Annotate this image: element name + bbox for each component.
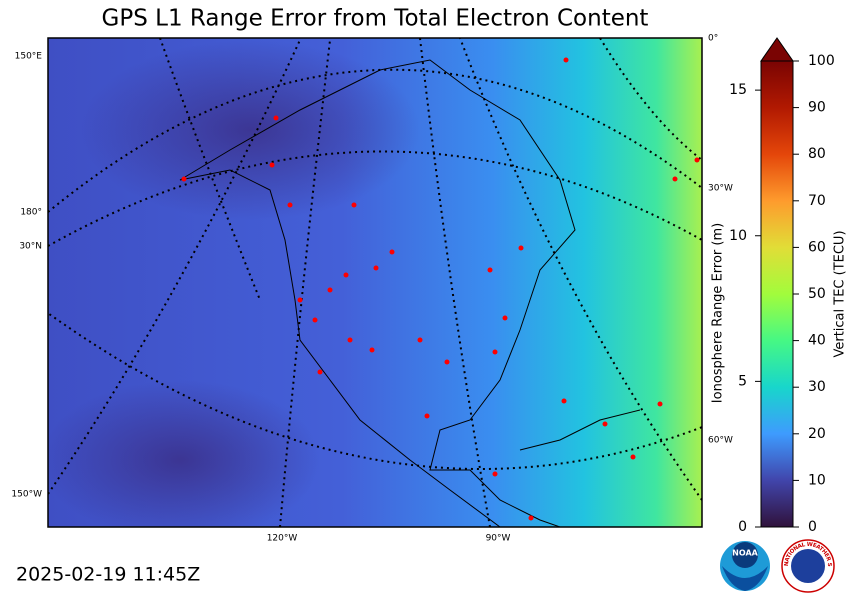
graticule-label: 60°W [708, 436, 733, 446]
error-tick-label: 15 [729, 82, 747, 98]
colorbar [760, 60, 794, 528]
timestamp: 2025-02-19 11:45Z [16, 564, 200, 586]
tec-tick-label: 40 [808, 333, 826, 349]
tec-low [80, 40, 420, 220]
error-tick-label: 5 [738, 373, 747, 389]
colorbar-label: Vertical TEC (TECU) [833, 230, 848, 357]
noaa-logo: NOAA [720, 541, 770, 591]
map [48, 38, 702, 527]
graticule-label: 30°W [708, 184, 733, 194]
coastline [179, 59, 576, 527]
graticule [48, 38, 702, 527]
tec-tick-label: 0 [808, 519, 817, 535]
error-tick-label: 0 [738, 519, 747, 535]
tec-tick-label: 100 [808, 53, 835, 69]
tec-tick-label: 50 [808, 286, 826, 302]
tec-tick-label: 30 [808, 379, 826, 395]
tec-tick-label: 20 [808, 426, 826, 442]
graticule-label: 150°E [15, 52, 43, 62]
graticule-label: 0° [708, 34, 718, 44]
stations [181, 57, 700, 521]
graticule-label: 180° [20, 208, 42, 218]
tec-tick-label: 90 [808, 100, 826, 116]
tec-tick-label: 60 [808, 239, 826, 255]
graticule-label: 120°W [267, 534, 298, 544]
tec-tick-label: 80 [808, 146, 826, 162]
tec-tick-label: 10 [808, 472, 826, 488]
graticule-label: 30°N [19, 242, 42, 252]
error-tick-label: 10 [729, 228, 747, 244]
tec-low [48, 380, 320, 527]
noaa-text: NOAA [732, 549, 758, 558]
graticule-label: 150°W [11, 490, 42, 500]
coastline [519, 409, 641, 451]
tec-tick-label: 70 [808, 193, 826, 209]
map-frame [47, 37, 703, 528]
colorbar-ticks: 0 10 20 30 40 50 60 70 80 90 100 0 5 10 15 [729, 53, 835, 535]
colorbar-extend [760, 37, 794, 62]
title: GPS L1 Range Error from Total Electron C… [102, 6, 649, 32]
graticule-label: 90°W [486, 534, 511, 544]
error-axis-label: Ionosphere Range Error (m) [711, 223, 726, 403]
